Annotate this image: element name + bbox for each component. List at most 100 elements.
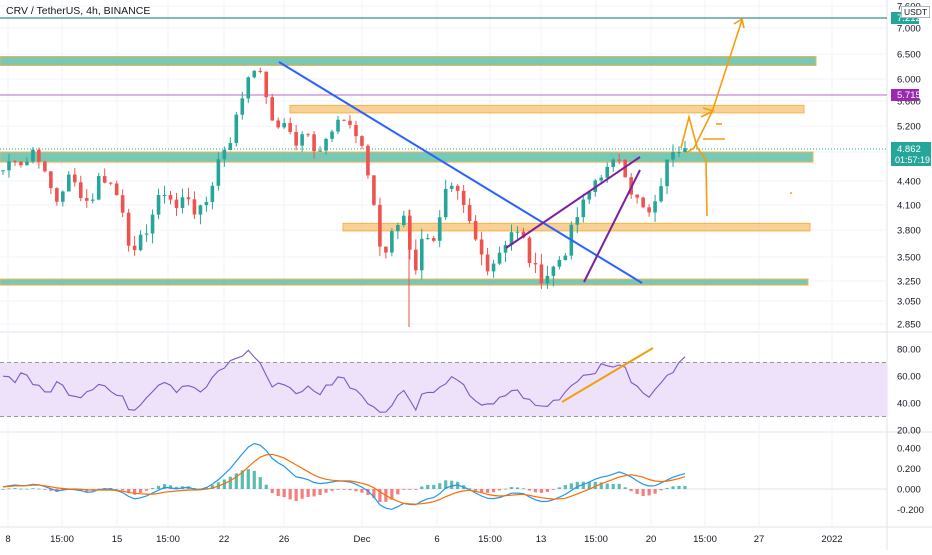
candle-body [132, 245, 137, 251]
rsi-tick-label: 20.00 [897, 426, 921, 437]
candle-body [102, 176, 107, 183]
level-price-label: 5.715 [897, 90, 921, 101]
time-tick-label: 15:00 [50, 534, 74, 545]
macd-histogram-bar [330, 489, 334, 491]
candle-body [647, 207, 651, 213]
candle-body [61, 191, 65, 202]
macd-tick-label: 0.000 [897, 485, 921, 496]
candle-body [521, 231, 526, 238]
macd-histogram-bar [659, 489, 663, 491]
support-zone-middle [0, 151, 814, 163]
candle-body [467, 205, 472, 222]
price-tick-label: 3.800 [897, 226, 921, 237]
price-pane [0, 17, 887, 327]
macd-histogram-bar [527, 489, 532, 491]
macd-histogram-bar [288, 489, 292, 500]
macd-histogram-bar [121, 489, 125, 491]
macd-histogram-bar [246, 469, 250, 489]
candle-body [270, 97, 275, 121]
candle-body [563, 255, 568, 261]
macd-histogram-bar [563, 485, 567, 489]
macd-histogram-bar [485, 489, 490, 493]
candle-body [186, 197, 191, 200]
candle-body [473, 221, 478, 240]
macd-histogram-bar [336, 489, 340, 490]
candle-body [677, 152, 681, 154]
macd-histogram-bar [300, 489, 304, 499]
time-tick-label: 15:00 [156, 534, 180, 545]
macd-histogram-bar [138, 489, 143, 493]
candle-body [240, 98, 245, 115]
macd-histogram-bar [653, 489, 657, 494]
macd-histogram-bar [677, 485, 681, 489]
candle-body [455, 185, 460, 191]
ascending-channel-bottom [583, 169, 641, 283]
macd-histogram-bar [7, 488, 11, 490]
time-tick-label: 8 [5, 534, 10, 545]
macd-histogram-bar [611, 483, 615, 489]
macd-histogram-bar [479, 489, 484, 493]
candle-body [72, 174, 77, 183]
candle-body [545, 275, 550, 284]
candle-body [641, 197, 645, 208]
candle-body [485, 254, 490, 272]
candle-body [318, 150, 322, 152]
candle-body [126, 212, 131, 246]
macd-pane [0, 442, 887, 510]
candle-body [144, 233, 149, 235]
candle-body [479, 239, 484, 255]
projection-down-path [680, 113, 708, 217]
candle-body [84, 198, 89, 201]
candle-body [192, 199, 197, 215]
candle-body [180, 197, 185, 208]
time-tick-label: 15:00 [584, 534, 608, 545]
macd-histogram-bar [402, 489, 406, 490]
price-tick-label: 4.100 [897, 201, 921, 212]
candle-body [342, 119, 346, 121]
candle-body [557, 260, 562, 267]
candle-body [252, 70, 257, 78]
candle-body [402, 215, 406, 226]
candle-body [509, 232, 514, 246]
macd-histogram-bar [360, 489, 364, 493]
macd-histogram-bar [37, 488, 41, 490]
macd-histogram-bar [282, 489, 286, 498]
macd-histogram-bar [414, 489, 418, 490]
price-tick-label: 7.000 [897, 24, 921, 35]
macd-histogram-bar [426, 484, 430, 489]
macd-histogram-bar [509, 487, 514, 489]
macd-histogram-bar [25, 488, 29, 490]
time-axis[interactable]: 8 15:00 15 15:00 22 26 Dec 6 15:00 13 15:00 20 15:00… [5, 534, 842, 545]
candle-body [216, 159, 221, 186]
price-axis[interactable]: 7.6007.0006.5006.0005.6005.2004.8004.400… [891, 2, 931, 517]
macd-histogram-bar [515, 487, 520, 489]
candle-body [31, 149, 35, 162]
macd-histogram-bar [569, 483, 573, 489]
price-tick-label: 3.250 [897, 277, 921, 288]
macd-histogram-bar [294, 489, 298, 501]
macd-histogram-bar [647, 489, 651, 496]
macd-histogram-bar [264, 484, 268, 489]
macd-histogram-bar [240, 470, 244, 489]
candle-body [683, 148, 687, 153]
rsi-band [0, 362, 887, 417]
macd-histogram-bar [599, 482, 603, 489]
candle-body [413, 249, 418, 271]
candle-body [67, 174, 71, 192]
macd-histogram-bar [474, 489, 478, 491]
macd-histogram-bar [234, 473, 238, 489]
time-tick-label: 15:00 [478, 534, 502, 545]
candle-body [49, 171, 53, 189]
candle-body [210, 185, 215, 202]
candle-body [37, 149, 41, 162]
time-tick-label: 15:00 [693, 534, 717, 545]
macd-histogram-bar [587, 481, 591, 489]
macd-histogram-bar [354, 489, 358, 492]
candle-body [437, 217, 442, 241]
currency-badge[interactable]: USDT [901, 6, 931, 18]
candle-body [372, 175, 376, 205]
macd-histogram-bar [683, 485, 687, 489]
candle-body [264, 71, 269, 98]
macd-histogram-bar [575, 481, 579, 489]
